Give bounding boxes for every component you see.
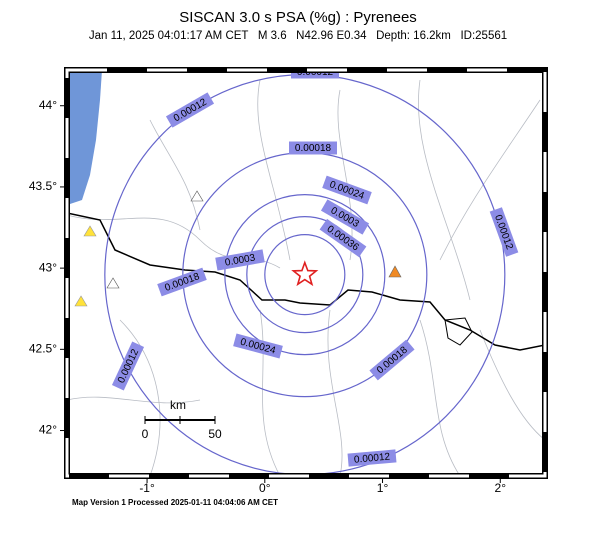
contour-label-box <box>157 267 207 297</box>
epicenter <box>291 260 319 287</box>
contour-label-box <box>319 218 367 258</box>
contour-label-box <box>291 70 339 79</box>
contour-label-box <box>289 141 337 155</box>
contour-label-text: 0.00018 <box>295 143 332 154</box>
contour <box>224 194 386 356</box>
contour <box>264 234 346 316</box>
x-tick-label: -1° <box>139 481 155 495</box>
contour-label-box <box>347 449 397 467</box>
y-tick-label: 43° <box>39 260 57 274</box>
contour <box>246 216 364 334</box>
x-tick-label: 0° <box>259 481 271 495</box>
y-tick-label: 42° <box>39 423 57 437</box>
scale-bar: km 0 50 <box>142 398 222 441</box>
contour-label-box <box>233 333 283 359</box>
footer: Map Version 1 Processed 2025-01-11 04:04… <box>72 498 278 507</box>
x-tick-label: 2° <box>495 481 507 495</box>
scale-start: 0 <box>142 427 149 441</box>
contour-label: 0.00012 <box>347 449 397 467</box>
contour-label-box <box>322 175 372 205</box>
y-tick-label: 44° <box>39 98 57 112</box>
map-frame-ticks <box>65 68 547 478</box>
subtitle: Jan 11, 2025 04:01:17 AM CET M 3.6 N42.9… <box>89 30 507 42</box>
contour-label-box <box>111 341 145 391</box>
contour-label: 0.0003 <box>215 249 265 271</box>
scale-end: 50 <box>208 427 222 441</box>
contour-label-box <box>489 207 519 257</box>
y-tick-label: 43.5° <box>29 179 57 193</box>
contour-label-box <box>165 92 215 128</box>
contour-label-box <box>215 249 265 271</box>
contour-label-text: 0.00012 <box>354 452 391 466</box>
x-tick-label: 1° <box>377 481 389 495</box>
map-base: 0.000120.000120.000180.000240.00030.0003… <box>67 67 545 476</box>
contour-label-box <box>320 199 370 235</box>
contour-label-text: 0.00012 <box>297 67 334 78</box>
y-tick-label: 42.5° <box>29 341 57 355</box>
contour-label-box <box>369 339 415 381</box>
title: SISCAN 3.0 s PSA (%g) : Pyrenees <box>179 9 417 26</box>
contour-label: 0.00018 <box>289 141 337 155</box>
contour-label: 0.00012 <box>291 67 339 79</box>
contour-label-text: 0.0003 <box>224 252 256 268</box>
scale-unit: km <box>170 398 186 412</box>
